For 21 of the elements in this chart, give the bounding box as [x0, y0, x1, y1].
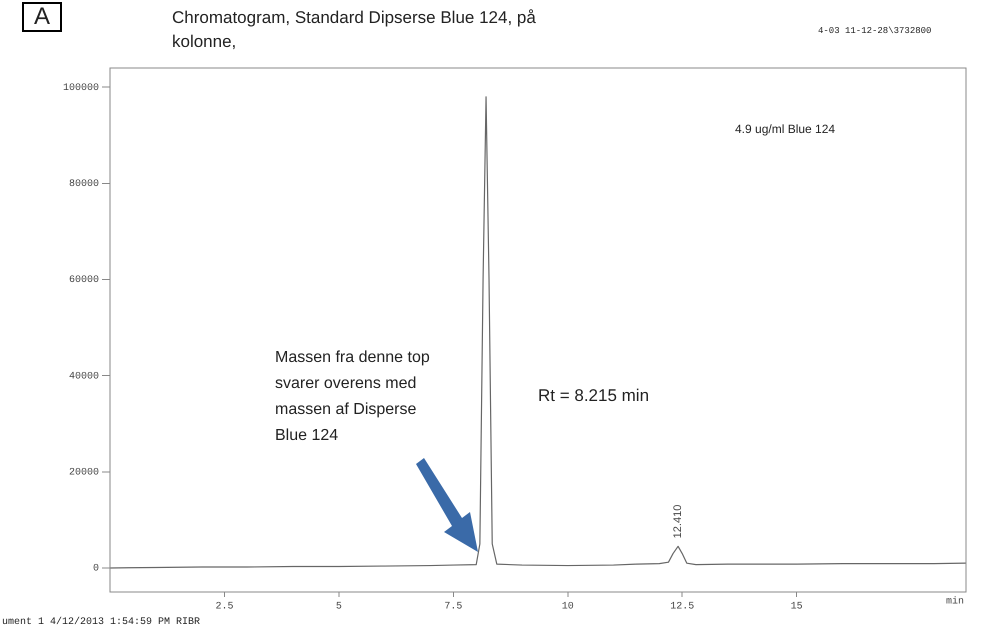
y-tick-label: 0	[92, 564, 100, 575]
x-tick-label: 5	[336, 602, 342, 613]
x-tick-label: 12.5	[670, 602, 694, 613]
x-tick-label: 7.5	[444, 602, 462, 613]
x-tick-label: 2.5	[215, 602, 234, 613]
annotation: 4.9 ug/ml Blue 124	[735, 122, 836, 136]
y-tick-label: 40000	[68, 371, 100, 382]
text: A	[22, 2, 62, 32]
x-axis-title: min	[946, 596, 964, 608]
text: ument 1 4/12/2013 1:54:59 PM RIBR	[2, 617, 200, 628]
chart-title: Chromatogram, Standard Dipserse Blue 124, på kolonne,	[172, 7, 537, 53]
x-tick-label: 10	[562, 602, 574, 613]
y-tick-label: 20000	[68, 467, 100, 478]
x-tick-label: 15	[790, 602, 803, 613]
text: 4-03 11-12-28\3732800	[818, 26, 932, 36]
annotation: Massen fra denne top svarer overens med massen af Disperse Blue 124	[275, 348, 431, 446]
annotation: Rt = 8.215 min	[538, 386, 650, 406]
y-tick-label: 100000	[62, 82, 100, 94]
annotation: 12.410	[672, 504, 684, 538]
y-tick-label: 80000	[68, 179, 100, 190]
y-tick-label: 60000	[68, 275, 100, 286]
